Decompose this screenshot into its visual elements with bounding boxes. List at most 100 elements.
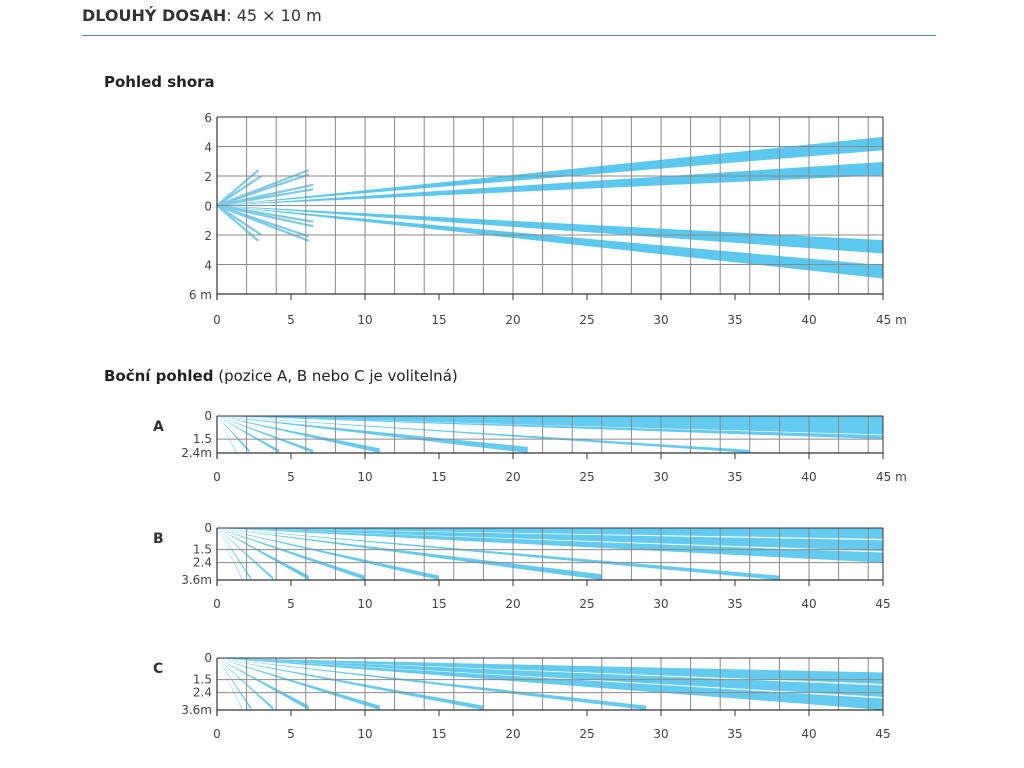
header-divider [82,35,936,36]
y-tick-label: 3.6m [181,703,212,717]
position-label: C [153,661,163,677]
y-tick-label: 2 [204,229,212,243]
y-tick-label: 1.5 [193,673,212,687]
beam [217,528,252,580]
beam [217,528,883,563]
beam [217,416,280,453]
beam [217,416,250,453]
beam [217,528,243,580]
beam [217,658,274,710]
y-tick-label: 4 [204,141,212,155]
x-tick-label: 5 [287,727,295,741]
beam [217,528,602,580]
beam [217,416,883,440]
y-tick-label: 1.5 [193,432,212,446]
short-beam [216,188,314,207]
x-tick-label: 40 [801,313,816,327]
x-tick-label: 35 [727,597,742,611]
beam [217,658,883,684]
x-tick-label: 25 [579,470,594,484]
y-tick-label: 2.4m [181,446,212,460]
y-tick-label: 0 [204,200,212,214]
x-tick-label: 45 [875,727,890,741]
short-beam [216,175,263,207]
x-tick-label: 45 [875,597,890,611]
beam [217,658,243,710]
x-tick-label: 15 [431,727,446,741]
side-view-title-bold: Boční pohled [104,367,214,385]
x-tick-label: 10 [357,727,372,741]
x-tick-label: 40 [801,727,816,741]
x-tick-label: 35 [727,470,742,484]
chart-side-view-b: 0 5 10 15 20 25 30 35 40 45 0 1.52.4 3.6m B [153,521,891,611]
position-label: B [153,531,164,547]
beam [217,528,439,580]
beam [217,658,252,710]
x-tick-label: 10 [357,313,372,327]
x-tick-label: 25 [579,727,594,741]
x-tick-label: 30 [653,727,668,741]
x-tick-label: 0 [213,597,221,611]
x-tick-label: 0 [213,727,221,741]
x-tick-label: 20 [505,727,520,741]
long-beam [217,136,883,206]
x-tick-label: 10 [357,597,372,611]
y-tick-label: 2.4 [193,686,212,700]
beam [217,528,780,580]
beam [217,658,309,710]
position-label: A [153,419,164,435]
x-tick-label: 15 [431,470,446,484]
x-tick-label: 40 [801,470,816,484]
beam [217,658,484,710]
beam [217,416,883,435]
x-tick-label: 45 m [876,470,907,484]
top-view-title: Pohled shora [104,73,215,91]
long-beam [217,205,883,254]
beam [217,658,883,697]
x-tick-label: 25 [579,313,594,327]
beam [217,658,380,710]
x-tick-label: 40 [801,597,816,611]
header-title-bold: DLOUHÝ DOSAH [82,6,227,25]
beam [217,416,528,453]
y-tick-label: 0 [204,521,212,535]
x-tick-label: 0 [213,470,221,484]
short-beam [216,204,314,228]
beam [217,416,314,453]
page-header: DLOUHÝ DOSAH: 45 × 10 m [82,6,322,25]
y-tick-label: 0 [204,409,212,423]
x-tick-label: 20 [505,470,520,484]
beam [217,658,647,710]
x-tick-label: 35 [727,313,742,327]
x-tick-label: 10 [357,470,372,484]
beam [217,528,309,580]
beam [217,416,380,453]
x-tick-label: 35 [727,727,742,741]
side-view-title: Boční pohled (pozice A, B nebo C je voli… [104,367,458,385]
y-tick-label: 2 [204,170,212,184]
x-tick-label: 20 [505,313,520,327]
chart-side-view-a: 0 5 10 15 20 25 30 35 40 45 m 0 1.52.4m A [153,409,907,484]
beam [217,528,274,580]
y-tick-label: 4 [204,259,212,273]
long-beam [217,205,883,279]
side-view-title-rest: (pozice A, B nebo C je volitelná) [213,367,458,385]
short-beam [216,173,310,207]
y-tick-label: 3.6m [181,573,212,587]
x-tick-label: 15 [431,597,446,611]
x-tick-label: 5 [287,313,295,327]
beam [217,528,883,539]
x-tick-label: 15 [431,313,446,327]
x-tick-label: 5 [287,597,295,611]
top-view-title-text: Pohled shora [104,73,215,91]
x-tick-label: 30 [653,470,668,484]
beam [217,528,365,580]
y-tick-label: 2.4 [193,556,212,570]
chart-side-view-c: 0 5 10 15 20 25 30 35 40 45 0 1.52.4 3.6m C [153,651,891,741]
y-tick-label: 1.5 [193,543,212,557]
x-tick-label: 30 [653,597,668,611]
x-tick-label: 25 [579,597,594,611]
beam [217,528,883,552]
